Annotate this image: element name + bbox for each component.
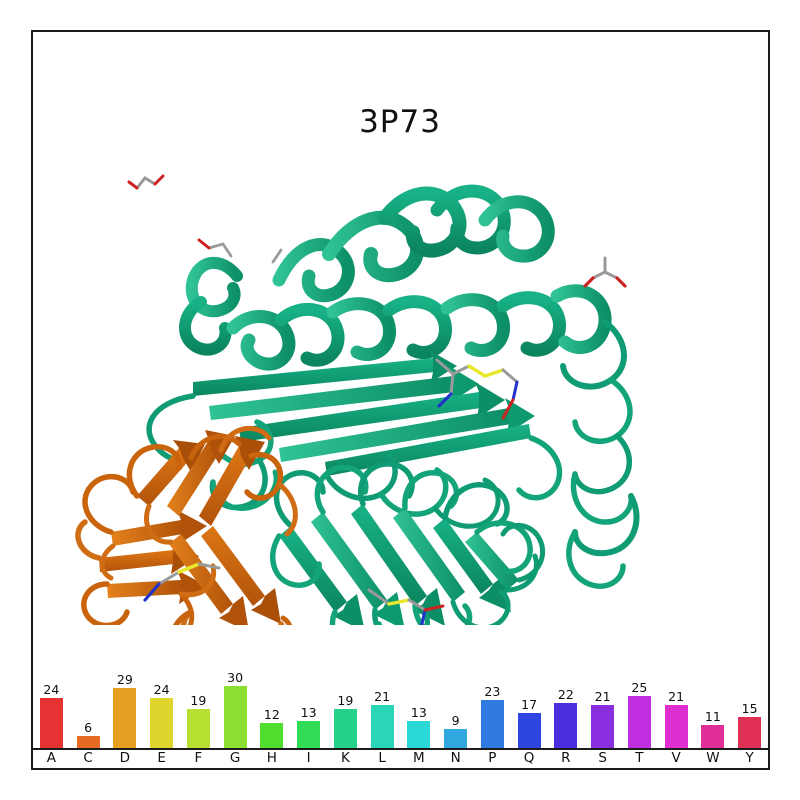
- bar-H[interactable]: [260, 723, 284, 748]
- amino-acid-composition-chart[interactable]: 24 6 29 24 19 30 12 13 19 21 13 9 23 17 22 21 25 21 11 15 A…: [31, 648, 770, 768]
- bar-label-Q: Q: [523, 750, 535, 766]
- bar-label-W: W: [706, 750, 720, 766]
- bar-T[interactable]: [627, 696, 651, 748]
- bar-label-G: G: [229, 750, 241, 766]
- x-axis-line: [31, 748, 770, 750]
- chain-green-lower-domain: [270, 461, 546, 625]
- bar-value-P: 23: [484, 684, 501, 700]
- bar-Y[interactable]: [738, 717, 761, 748]
- bar-K[interactable]: [333, 708, 357, 748]
- bar-value-M: 13: [410, 705, 427, 721]
- bar-value-F: 19: [190, 692, 207, 708]
- bar-label-E: E: [157, 750, 166, 766]
- bar-value-T: 25: [631, 680, 648, 696]
- bar-value-R: 22: [557, 686, 574, 702]
- bar-value-Y: 15: [741, 701, 758, 716]
- bar-value-Q: 17: [521, 696, 538, 712]
- bar-label-L: L: [378, 750, 386, 766]
- bar-A[interactable]: [39, 698, 63, 748]
- ligand-sticks-orange: [143, 562, 221, 602]
- bar-label-T: T: [635, 750, 644, 766]
- bar-label-C: C: [83, 750, 93, 766]
- bar-label-R: R: [561, 750, 571, 766]
- chart-plot-area: 24 6 29 24 19 30 12 13 19 21 13 9 23 17 22 21 25 21 11 15: [33, 648, 768, 748]
- bar-value-V: 21: [668, 688, 685, 704]
- page-title: 3P73: [359, 104, 441, 140]
- bar-V[interactable]: [664, 704, 688, 748]
- bar-P[interactable]: [480, 700, 504, 748]
- bar-label-H: H: [266, 750, 277, 766]
- bar-C[interactable]: [76, 735, 100, 748]
- molecule-viewport[interactable]: [33, 160, 768, 625]
- bar-label-F: F: [194, 750, 203, 766]
- bar-value-A: 24: [43, 682, 60, 698]
- chain-green-upper-domain: [146, 184, 640, 589]
- bar-value-N: 9: [451, 713, 460, 729]
- bar-value-K: 19: [337, 692, 354, 708]
- bar-value-I: 13: [300, 705, 317, 721]
- bar-label-M: M: [413, 750, 425, 766]
- bar-label-S: S: [598, 750, 607, 766]
- bar-M[interactable]: [407, 721, 431, 748]
- bar-value-G: 30: [227, 670, 244, 685]
- bar-label-I: I: [306, 750, 311, 766]
- bar-value-D: 29: [116, 672, 133, 688]
- bar-value-W: 11: [704, 709, 721, 725]
- bar-F[interactable]: [186, 708, 210, 748]
- bar-E[interactable]: [150, 698, 173, 748]
- bar-label-K: K: [340, 750, 350, 766]
- bar-N[interactable]: [444, 729, 467, 748]
- bar-value-C: 6: [84, 719, 93, 735]
- bar-label-N: N: [450, 750, 461, 766]
- ligand-sticks: [127, 174, 627, 420]
- bar-value-L: 21: [374, 688, 391, 704]
- bar-value-E: 24: [153, 682, 170, 698]
- bar-value-H: 12: [263, 707, 280, 723]
- bar-S[interactable]: [591, 704, 614, 748]
- bar-label-V: V: [671, 750, 681, 766]
- bar-value-S: 21: [594, 688, 611, 704]
- bar-L[interactable]: [370, 704, 394, 748]
- outer-frame: [31, 30, 770, 770]
- bar-label-Y: Y: [745, 750, 754, 766]
- bar-Q[interactable]: [517, 712, 541, 748]
- protein-ribbon-cartoon: [75, 174, 640, 625]
- chain-orange-ig-domain: [75, 426, 298, 625]
- bar-label-D: D: [119, 750, 131, 766]
- bar-label-A: A: [46, 750, 56, 766]
- bar-label-P: P: [488, 750, 497, 766]
- bar-W[interactable]: [701, 725, 725, 748]
- bar-R[interactable]: [554, 702, 578, 748]
- bar-I[interactable]: [297, 721, 320, 748]
- bar-G[interactable]: [223, 686, 247, 748]
- bar-D[interactable]: [113, 688, 137, 748]
- ligand-sticks-lower: [367, 588, 445, 625]
